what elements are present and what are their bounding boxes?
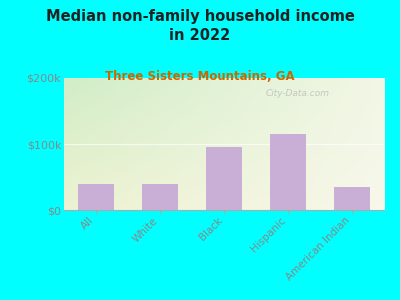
Text: Three Sisters Mountains, GA: Three Sisters Mountains, GA <box>105 70 295 83</box>
Bar <box>270 134 306 210</box>
Bar <box>78 184 114 210</box>
Bar <box>334 187 370 210</box>
Bar <box>142 184 178 210</box>
Text: Median non-family household income
in 2022: Median non-family household income in 20… <box>46 9 354 43</box>
Text: City-Data.com: City-Data.com <box>266 89 330 98</box>
Bar <box>206 147 242 210</box>
